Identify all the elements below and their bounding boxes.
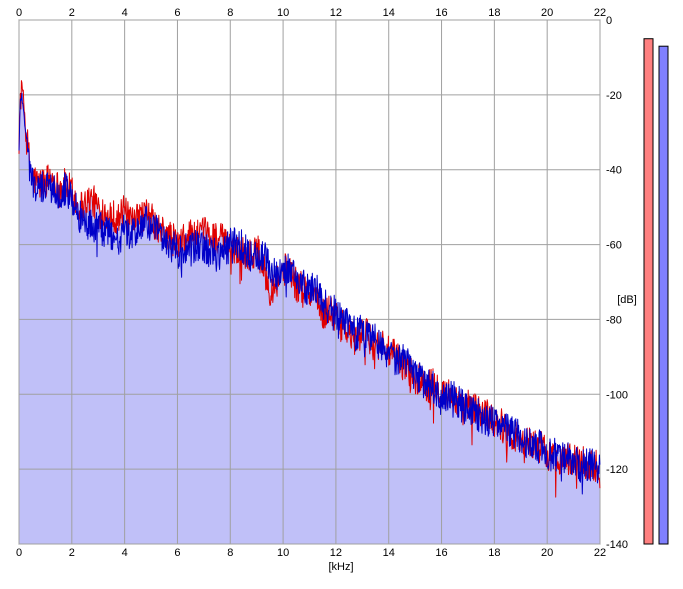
x-tick-label-top: 0 [16, 7, 22, 19]
x-tick-label-top: 12 [330, 7, 342, 19]
y-tick-label: -40 [606, 165, 622, 177]
y-axis-label: [dB] [617, 294, 637, 306]
x-tick-labels-top: 0 2 4 6 8 10 12 14 16 18 20 22 [16, 7, 606, 19]
level-meter-1 [643, 38, 654, 545]
grid-layer [18, 19, 601, 545]
spectrum-fill-area [19, 80, 600, 544]
x-tick-label-top: 2 [69, 7, 75, 19]
x-tick-label-bottom: 16 [435, 547, 447, 559]
x-tick-label-bottom: 10 [277, 547, 289, 559]
x-tick-label-top: 6 [174, 7, 180, 19]
y-tick-label: -140 [606, 539, 628, 551]
x-tick-label-bottom: 6 [174, 547, 180, 559]
x-tick-label-bottom: 14 [383, 547, 395, 559]
x-tick-label-top: 4 [122, 7, 128, 19]
y-tick-label: 0 [606, 15, 612, 27]
x-tick-label-top: 22 [594, 7, 606, 19]
x-tick-label-top: 20 [541, 7, 553, 19]
level-meter-2 [658, 45, 669, 545]
y-tick-label: -20 [606, 90, 622, 102]
y-tick-label: -80 [606, 314, 622, 326]
x-tick-label-bottom: 8 [227, 547, 233, 559]
x-tick-labels-bottom: 0 2 4 6 8 10 12 14 16 18 20 22 [16, 547, 606, 559]
x-tick-label-bottom: 2 [69, 547, 75, 559]
series-layer [18, 80, 601, 498]
spectrum-fill-layer [19, 80, 600, 544]
channel-2-line [18, 93, 601, 495]
x-tick-label-top: 14 [383, 7, 395, 19]
x-tick-label-bottom: 18 [488, 547, 500, 559]
x-tick-label-bottom: 22 [594, 547, 606, 559]
x-tick-label-top: 16 [435, 7, 447, 19]
channel-1-line [18, 80, 601, 498]
level-meters [643, 38, 669, 545]
x-tick-label-top: 18 [488, 7, 500, 19]
x-tick-label-bottom: 0 [16, 547, 22, 559]
x-tick-label-bottom: 20 [541, 547, 553, 559]
x-tick-label-top: 8 [227, 7, 233, 19]
y-tick-label: -120 [606, 464, 628, 476]
x-tick-label-bottom: 12 [330, 547, 342, 559]
y-tick-labels: 0 -20 -40 -60 -80 -100 -120 -140 [606, 15, 628, 551]
x-axis-label: [kHz] [328, 561, 353, 573]
x-tick-label-bottom: 4 [122, 547, 128, 559]
x-tick-label-top: 10 [277, 7, 289, 19]
y-tick-label: -60 [606, 240, 622, 252]
y-tick-label: -100 [606, 389, 628, 401]
